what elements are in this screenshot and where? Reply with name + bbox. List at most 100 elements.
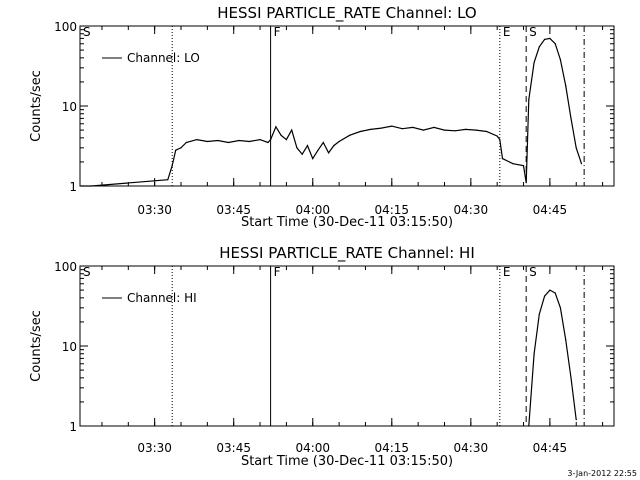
data-point bbox=[443, 129, 446, 131]
y-axis-label: Counts/sec bbox=[29, 310, 44, 382]
data-point bbox=[322, 141, 324, 144]
y-tick-label: 10 bbox=[62, 100, 77, 114]
data-point bbox=[559, 307, 562, 309]
x-tick-label: 04:30 bbox=[454, 203, 489, 217]
event-marker-label: F bbox=[274, 265, 281, 279]
data-point bbox=[570, 117, 572, 119]
data-point bbox=[575, 147, 577, 149]
data-point bbox=[544, 295, 546, 297]
x-tick-label: 03:30 bbox=[137, 203, 172, 217]
chart-panel-2: HESSI PARTICLE_RATE Channel: HI Counts/se… bbox=[29, 244, 615, 469]
data-point bbox=[196, 139, 198, 141]
data-point bbox=[544, 38, 546, 40]
x-tick-label: 03:30 bbox=[137, 441, 172, 455]
data-point bbox=[217, 139, 219, 142]
data-point bbox=[401, 128, 403, 130]
event-marker-label: F bbox=[274, 25, 281, 39]
y-axis-label: Counts/sec bbox=[29, 70, 44, 142]
data-point bbox=[565, 84, 567, 87]
event-marker-label: S bbox=[83, 25, 91, 39]
event-marker-label: S bbox=[529, 265, 537, 279]
data-point bbox=[327, 152, 330, 154]
y-tick-label: 1 bbox=[69, 180, 77, 194]
data-point bbox=[549, 37, 551, 39]
y-tick-label: 1 bbox=[69, 420, 77, 434]
footer-timestamp: 3-Jan-2012 22:55 bbox=[567, 469, 637, 478]
data-point bbox=[501, 158, 504, 160]
data-point bbox=[554, 292, 556, 294]
data-point bbox=[285, 139, 287, 141]
y-tick-label: 100 bbox=[54, 260, 77, 274]
y-tick-label: 10 bbox=[62, 340, 77, 354]
data-point bbox=[238, 139, 240, 142]
data-point bbox=[496, 135, 498, 137]
data-point bbox=[175, 149, 177, 151]
y-tick-label: 100 bbox=[54, 20, 77, 34]
data-point bbox=[499, 139, 501, 141]
data-point bbox=[267, 141, 269, 144]
data-point bbox=[475, 129, 477, 131]
data-point bbox=[301, 153, 303, 155]
data-point bbox=[565, 339, 567, 341]
data-point bbox=[306, 144, 309, 147]
data-point bbox=[554, 43, 556, 45]
event-marker-label: S bbox=[83, 265, 91, 279]
data-point bbox=[538, 46, 540, 48]
data-point bbox=[185, 141, 187, 144]
plot-frame bbox=[79, 265, 615, 427]
legend-entry: Channel: LO bbox=[127, 51, 200, 65]
data-point bbox=[533, 353, 535, 355]
x-tick-label: 04:45 bbox=[533, 203, 568, 217]
x-axis-label: Start Time (30-Dec-11 03:15:50) bbox=[241, 454, 453, 469]
data-point bbox=[259, 139, 261, 141]
data-point bbox=[580, 163, 583, 165]
x-tick-label: 04:00 bbox=[295, 441, 330, 455]
data-point bbox=[391, 125, 393, 127]
x-tick-label: 04:30 bbox=[454, 441, 489, 455]
legend-entry: Channel: HI bbox=[127, 291, 197, 305]
x-tick-label: 03:45 bbox=[216, 203, 251, 217]
data-point bbox=[275, 126, 277, 128]
data-point bbox=[570, 377, 572, 379]
plot-frame bbox=[79, 25, 615, 187]
data-point bbox=[248, 140, 251, 143]
series-line bbox=[528, 289, 577, 427]
data-point bbox=[80, 185, 82, 187]
data-point bbox=[227, 141, 230, 144]
x-tick-label: 04:00 bbox=[295, 203, 330, 217]
data-point bbox=[312, 158, 314, 160]
data-point bbox=[167, 179, 169, 181]
data-point bbox=[269, 139, 272, 141]
event-marker-label: E bbox=[503, 25, 511, 39]
data-point bbox=[206, 140, 208, 143]
data-point bbox=[370, 128, 372, 130]
x-tick-label: 04:15 bbox=[374, 203, 409, 217]
data-point bbox=[338, 140, 340, 143]
data-point bbox=[575, 419, 577, 421]
data-point bbox=[171, 164, 173, 167]
data-point bbox=[280, 134, 282, 136]
chart-title: HESSI PARTICLE_RATE Channel: LO bbox=[217, 4, 476, 23]
data-point bbox=[528, 425, 530, 427]
data-point bbox=[422, 129, 425, 131]
data-point bbox=[433, 126, 435, 129]
data-point bbox=[296, 147, 298, 149]
chart-title: HESSI PARTICLE_RATE Channel: HI bbox=[219, 244, 475, 263]
data-point bbox=[533, 61, 535, 64]
chart-legend: Channel: LO bbox=[102, 51, 200, 65]
data-point bbox=[525, 182, 527, 184]
data-point bbox=[180, 147, 182, 149]
event-marker-label: E bbox=[503, 265, 511, 279]
data-point bbox=[380, 127, 382, 129]
data-point bbox=[412, 126, 414, 129]
data-point bbox=[486, 130, 488, 133]
data-point bbox=[291, 129, 293, 131]
data-point bbox=[333, 144, 335, 147]
chart-panel-1: HESSI PARTICLE_RATE Channel: LO Counts/se… bbox=[29, 4, 615, 230]
x-tick-label: 04:45 bbox=[533, 441, 568, 455]
x-tick-label: 03:45 bbox=[216, 441, 251, 455]
data-point bbox=[454, 130, 456, 132]
data-point bbox=[349, 134, 351, 136]
event-marker-label: S bbox=[529, 25, 537, 39]
